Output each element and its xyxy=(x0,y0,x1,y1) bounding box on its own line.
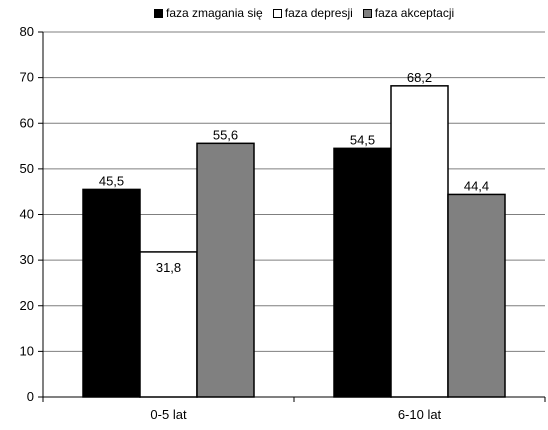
bar-1-1 xyxy=(82,188,141,398)
y-tick-label: 60 xyxy=(20,115,34,130)
data-label: 68,2 xyxy=(407,70,432,85)
y-tick-label: 30 xyxy=(20,252,34,267)
data-label: 55,6 xyxy=(213,127,238,142)
y-tick-label: 40 xyxy=(20,207,34,222)
legend-label-series-3: faza akceptacji xyxy=(374,6,455,20)
bar-2-2 xyxy=(390,85,449,398)
data-label: 44,4 xyxy=(464,178,489,193)
data-label: 45,5 xyxy=(99,173,124,188)
bar-1-2 xyxy=(333,147,392,398)
legend-item-series-2: faza depresji xyxy=(272,6,353,20)
legend-item-series-3: faza akceptacji xyxy=(362,6,455,20)
y-tick-label: 20 xyxy=(20,298,34,313)
legend-item-series-1: faza zmagania się xyxy=(154,6,263,20)
y-tick-label: 10 xyxy=(20,343,34,358)
y-tick-label: 80 xyxy=(20,24,34,39)
y-tick-label: 50 xyxy=(20,161,34,176)
y-tick-label: 70 xyxy=(20,70,34,85)
x-category-label: 6-10 lat xyxy=(398,407,442,422)
data-label: 31,8 xyxy=(156,260,181,275)
legend-label-series-2: faza depresji xyxy=(284,6,353,20)
bar-3-1 xyxy=(196,142,255,398)
legend-label-series-1: faza zmagania się xyxy=(166,6,263,20)
data-label: 54,5 xyxy=(350,132,375,147)
bar-3-2 xyxy=(447,193,506,398)
x-category-label: 0-5 lat xyxy=(150,407,187,422)
legend-swatch-series-3 xyxy=(362,8,372,18)
y-tick-label: 0 xyxy=(27,389,34,404)
legend-swatch-series-1 xyxy=(154,8,163,18)
legend-swatch-series-2 xyxy=(272,8,282,18)
chart-legend: faza zmagania się faza depresji faza akc… xyxy=(154,6,454,20)
